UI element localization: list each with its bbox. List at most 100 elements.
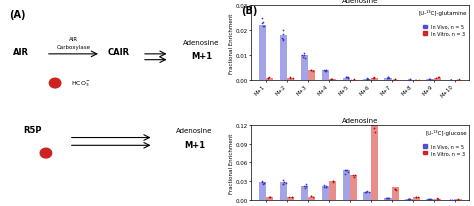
Point bbox=[286, 76, 294, 80]
Bar bbox=[434, 78, 441, 81]
Point bbox=[322, 185, 329, 188]
Circle shape bbox=[40, 149, 52, 158]
Point bbox=[258, 180, 266, 184]
Title: Adenosine: Adenosine bbox=[342, 0, 379, 4]
Point bbox=[265, 76, 273, 80]
Point bbox=[363, 78, 370, 81]
Point bbox=[435, 197, 442, 200]
Point bbox=[392, 78, 399, 81]
Point bbox=[302, 183, 310, 186]
Point bbox=[322, 69, 330, 72]
Point bbox=[329, 179, 337, 182]
Point bbox=[300, 184, 307, 188]
Point bbox=[342, 76, 349, 80]
Bar bbox=[434, 199, 441, 200]
Point bbox=[264, 77, 272, 80]
Point bbox=[347, 78, 355, 82]
Point bbox=[447, 79, 455, 82]
Bar bbox=[266, 78, 273, 81]
Bar bbox=[364, 80, 371, 81]
Point bbox=[406, 78, 414, 81]
Point bbox=[384, 76, 392, 80]
Point bbox=[405, 198, 413, 201]
Point bbox=[383, 196, 390, 200]
Point bbox=[424, 198, 431, 201]
Bar bbox=[371, 78, 378, 81]
Legend: In Vivo, n = 5, In Vitro, n = 3: In Vivo, n = 5, In Vitro, n = 3 bbox=[423, 25, 465, 36]
Point bbox=[392, 187, 399, 190]
Point bbox=[383, 76, 391, 80]
Bar bbox=[308, 197, 315, 200]
Point bbox=[448, 198, 456, 201]
Text: Adenosine: Adenosine bbox=[183, 40, 219, 46]
Point bbox=[279, 178, 287, 181]
Bar bbox=[259, 183, 266, 200]
Bar bbox=[455, 199, 462, 200]
Bar bbox=[266, 197, 273, 200]
Point bbox=[370, 76, 378, 80]
Point bbox=[279, 39, 287, 43]
Point bbox=[370, 120, 377, 124]
Text: (A): (A) bbox=[9, 10, 26, 20]
Text: M+1: M+1 bbox=[191, 52, 212, 60]
Point bbox=[446, 198, 453, 201]
Bar bbox=[413, 197, 420, 200]
Text: (B): (B) bbox=[241, 6, 257, 16]
Point bbox=[433, 197, 440, 200]
Bar bbox=[392, 80, 399, 81]
Point bbox=[427, 78, 434, 82]
Point bbox=[411, 79, 419, 83]
Point bbox=[447, 79, 455, 82]
Point bbox=[447, 79, 455, 82]
Bar bbox=[405, 199, 413, 200]
Point bbox=[264, 77, 272, 80]
Point bbox=[453, 79, 461, 82]
Point bbox=[447, 78, 455, 82]
Point bbox=[280, 182, 287, 185]
Point bbox=[371, 131, 379, 134]
Point bbox=[446, 198, 454, 201]
Point bbox=[365, 191, 373, 194]
Point bbox=[404, 78, 411, 82]
Point bbox=[288, 195, 295, 198]
Point bbox=[345, 170, 352, 173]
Point bbox=[259, 182, 267, 185]
Point bbox=[259, 25, 267, 29]
Point bbox=[299, 54, 306, 57]
Point bbox=[364, 78, 372, 81]
Text: R5P: R5P bbox=[23, 125, 41, 134]
Bar bbox=[405, 80, 413, 81]
Point bbox=[341, 173, 348, 176]
Point bbox=[287, 77, 294, 80]
Point bbox=[282, 182, 290, 185]
Bar bbox=[350, 175, 357, 200]
Bar bbox=[287, 78, 294, 81]
Bar bbox=[280, 36, 287, 81]
Point bbox=[301, 187, 309, 190]
Point bbox=[307, 195, 315, 198]
Bar bbox=[426, 80, 434, 81]
Point bbox=[322, 186, 330, 189]
Point bbox=[301, 57, 309, 60]
Bar bbox=[329, 80, 336, 81]
Point bbox=[363, 78, 370, 81]
Point bbox=[309, 195, 316, 199]
Point bbox=[322, 186, 330, 189]
Bar bbox=[329, 181, 336, 200]
Point bbox=[266, 195, 273, 199]
Point bbox=[455, 78, 463, 82]
Point bbox=[448, 198, 456, 201]
Bar bbox=[287, 197, 294, 200]
Point bbox=[341, 169, 349, 172]
Text: AIR: AIR bbox=[69, 37, 78, 42]
Point bbox=[365, 78, 372, 81]
Text: Adenosine: Adenosine bbox=[176, 127, 213, 133]
Point bbox=[351, 175, 358, 179]
Point bbox=[349, 173, 357, 177]
Point bbox=[392, 78, 399, 82]
Point bbox=[344, 77, 352, 80]
Bar bbox=[426, 199, 434, 200]
Point bbox=[427, 198, 435, 201]
Point bbox=[322, 70, 330, 74]
Point bbox=[259, 22, 267, 25]
